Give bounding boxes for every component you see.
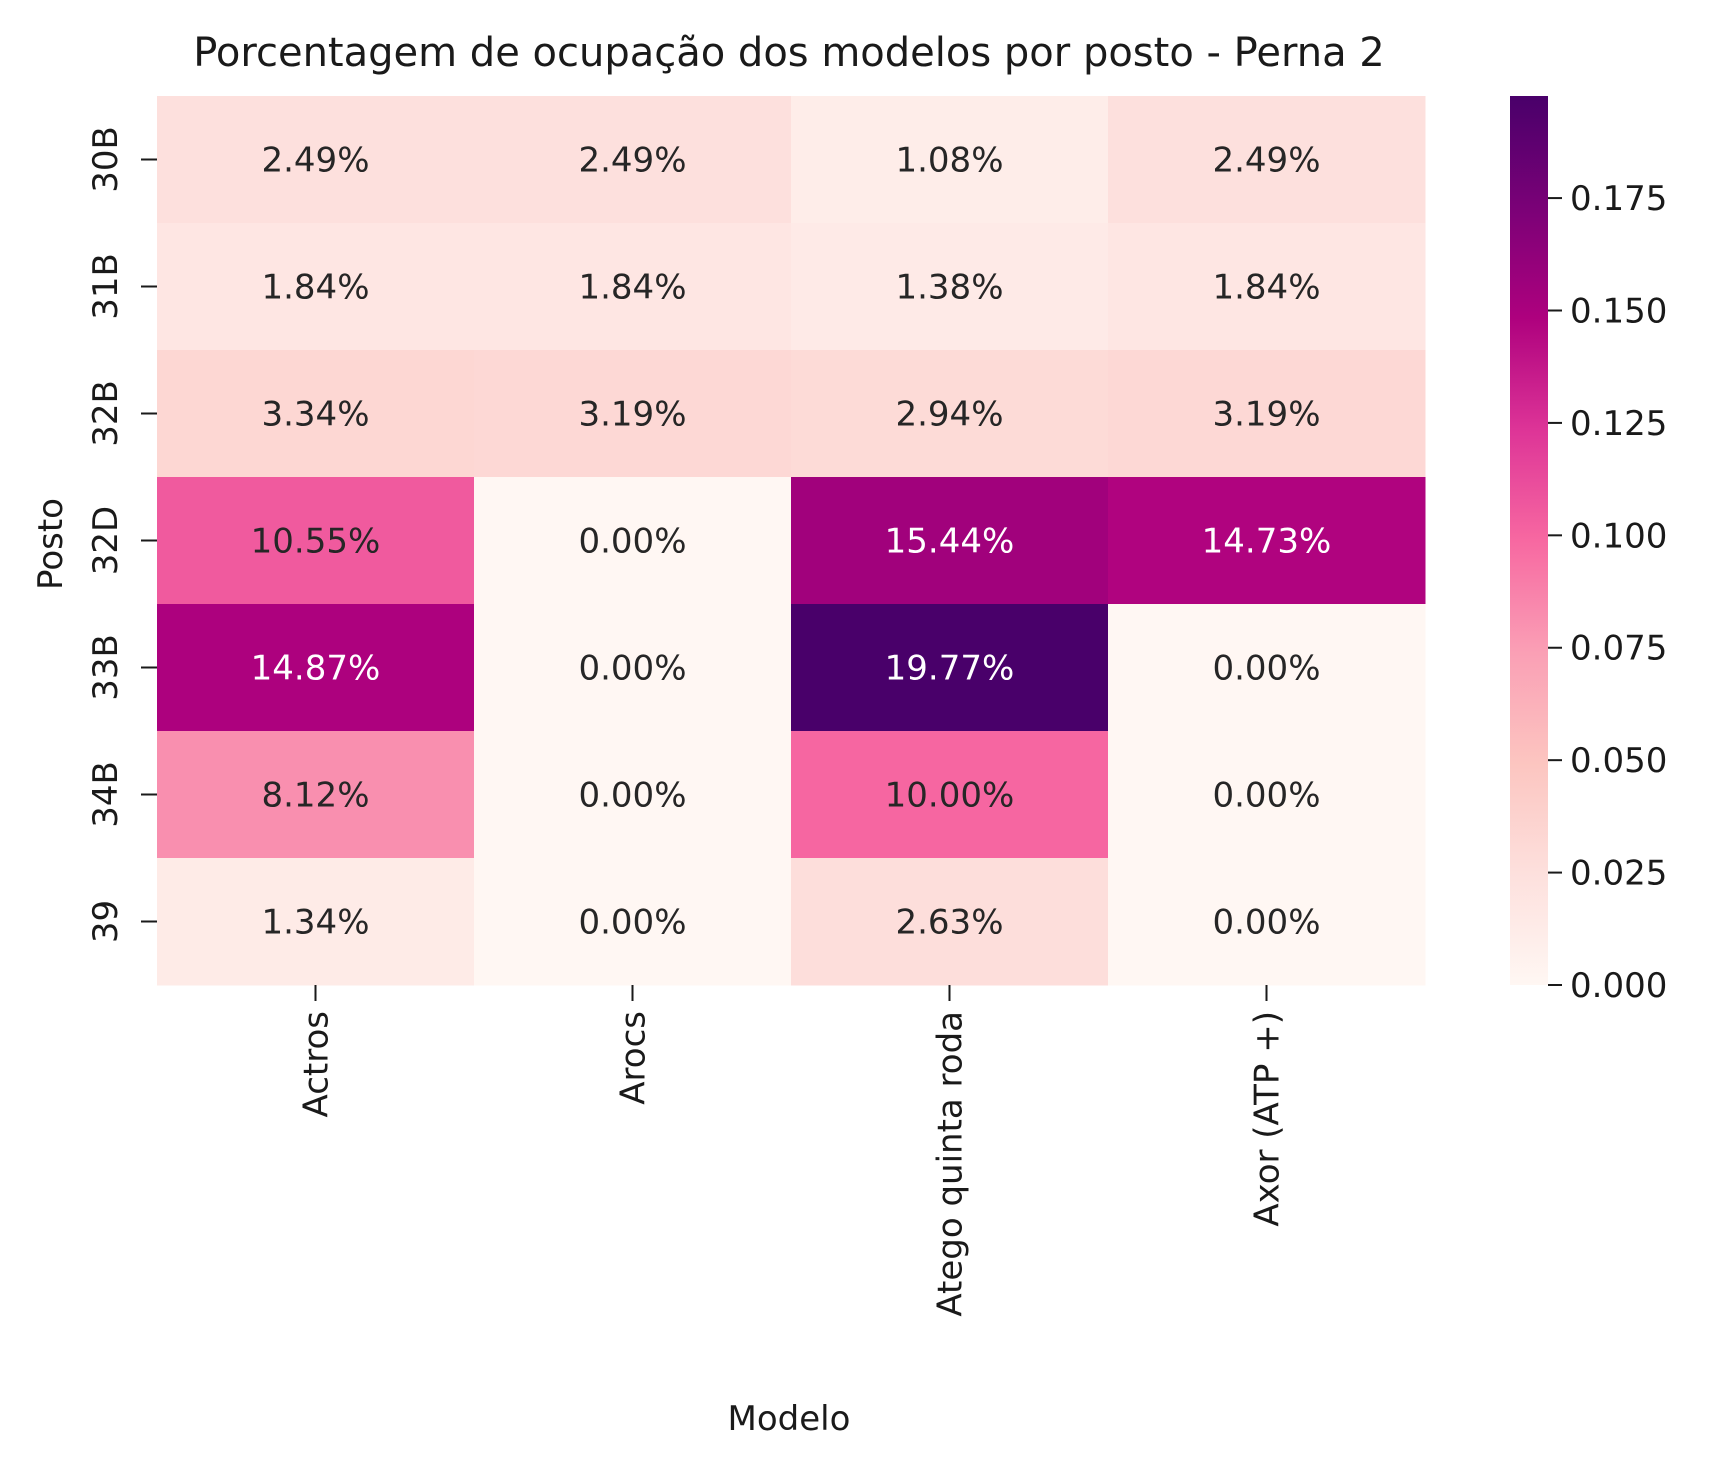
- heatmap-cell: [157, 858, 475, 986]
- y-tick-label: 39: [86, 900, 126, 943]
- colorbar-tick-label: 0.150: [1570, 291, 1667, 331]
- heatmap-cell: [1108, 350, 1426, 478]
- cell-annotation: 10.00%: [885, 776, 1015, 816]
- cell-annotation: 15.44%: [885, 522, 1015, 562]
- heatmap-cell: [474, 731, 792, 859]
- heatmap-cell: [1108, 731, 1426, 859]
- y-axis: 30B 31B 32B 32D 33B 34B 39: [86, 126, 157, 943]
- heatmap-cell: [1108, 858, 1426, 986]
- cell-annotation: 14.87%: [251, 649, 381, 689]
- cell-annotation: 2.63%: [895, 903, 1003, 943]
- heatmap-cell: [157, 223, 475, 351]
- heatmap-cell: [791, 223, 1109, 351]
- y-tick-label: 34B: [86, 761, 126, 828]
- cell-annotation: 0.00%: [578, 903, 686, 943]
- heatmap-cell: [1108, 223, 1426, 351]
- heatmap-cell: [474, 858, 792, 986]
- heatmap-cell: [474, 350, 792, 478]
- cell-annotation: 2.49%: [261, 141, 369, 181]
- cell-annotation: 1.84%: [1212, 268, 1320, 308]
- heatmap-cell: [157, 96, 475, 224]
- colorbar-tick-label: 0.000: [1570, 966, 1667, 1006]
- y-tick-label: 31B: [86, 253, 126, 320]
- cell-annotation: 2.94%: [895, 395, 1003, 435]
- cell-annotation: 3.19%: [1212, 395, 1320, 435]
- heatmap-cell: [1108, 96, 1426, 224]
- heatmap-cell: [791, 731, 1109, 859]
- x-axis-label: Modelo: [728, 1399, 851, 1439]
- heatmap-cell: [157, 350, 475, 478]
- heatmap-cell: [791, 477, 1109, 605]
- colorbar: 0.000 0.025 0.050 0.075 0.100 0.125 0.150 0.175: [1510, 96, 1667, 1006]
- colorbar-tick-label: 0.025: [1570, 854, 1667, 894]
- y-tick-label: 32B: [86, 380, 126, 447]
- chart-title: Porcentagem de ocupação dos modelos por …: [193, 30, 1385, 76]
- heatmap-cell: [474, 223, 792, 351]
- x-tick-label: Arocs: [614, 1011, 654, 1105]
- x-tick-label: Axor (ATP +): [1248, 1011, 1288, 1227]
- colorbar-tick-label: 0.125: [1570, 404, 1667, 444]
- cell-annotation: 1.84%: [578, 268, 686, 308]
- cell-annotation: 1.34%: [261, 903, 369, 943]
- x-axis: Actros Arocs Atego quinta roda Axor (ATP +): [297, 985, 1288, 1317]
- cell-annotation: 10.55%: [251, 522, 381, 562]
- colorbar-tick-label: 0.175: [1570, 179, 1667, 219]
- cell-annotation: 1.38%: [895, 268, 1003, 308]
- cell-annotation: 0.00%: [1212, 903, 1320, 943]
- cell-annotations: 2.49% 2.49% 1.08% 2.49% 1.84% 1.84% 1.38% 1.84%…: [251, 141, 1332, 943]
- colorbar-gradient: [1510, 96, 1548, 985]
- cell-annotation: 3.19%: [578, 395, 686, 435]
- cell-annotation: 8.12%: [261, 776, 369, 816]
- cell-annotation: 1.08%: [895, 141, 1003, 181]
- heatmap-cell: [791, 96, 1109, 224]
- heatmap-cell: [157, 604, 475, 732]
- cell-annotation: 0.00%: [578, 522, 686, 562]
- x-tick-label: Actros: [297, 1011, 337, 1117]
- cell-annotation: 2.49%: [1212, 141, 1320, 181]
- y-tick-label: 30B: [86, 126, 126, 193]
- cell-annotation: 0.00%: [1212, 649, 1320, 689]
- heatmap-cell: [791, 350, 1109, 478]
- heatmap-cell: [474, 477, 792, 605]
- cell-annotation: 14.73%: [1202, 522, 1332, 562]
- heatmap-cell: [791, 858, 1109, 986]
- cell-annotation: 2.49%: [578, 141, 686, 181]
- heatmap-cell: [791, 604, 1109, 732]
- cell-annotation: 1.84%: [261, 268, 369, 308]
- heatmap-cell: [157, 477, 475, 605]
- heatmap-cell: [474, 96, 792, 224]
- colorbar-tick-label: 0.075: [1570, 629, 1667, 669]
- heatmap-cell: [474, 604, 792, 732]
- y-tick-label: 32D: [86, 506, 126, 575]
- y-axis-label: Posto: [31, 498, 71, 590]
- heatmap-cell: [1108, 477, 1426, 605]
- cell-annotation: 3.34%: [261, 395, 369, 435]
- heatmap-cells: [157, 96, 1426, 986]
- x-tick-label: Atego quinta roda: [931, 1011, 971, 1317]
- cell-annotation: 19.77%: [885, 649, 1015, 689]
- heatmap-cell: [157, 731, 475, 859]
- cell-annotation: 0.00%: [1212, 776, 1320, 816]
- colorbar-tick-label: 0.100: [1570, 516, 1667, 556]
- heatmap-cell: [1108, 604, 1426, 732]
- colorbar-tick-label: 0.050: [1570, 741, 1667, 781]
- cell-annotation: 0.00%: [578, 649, 686, 689]
- cell-annotation: 0.00%: [578, 776, 686, 816]
- y-tick-label: 33B: [86, 634, 126, 701]
